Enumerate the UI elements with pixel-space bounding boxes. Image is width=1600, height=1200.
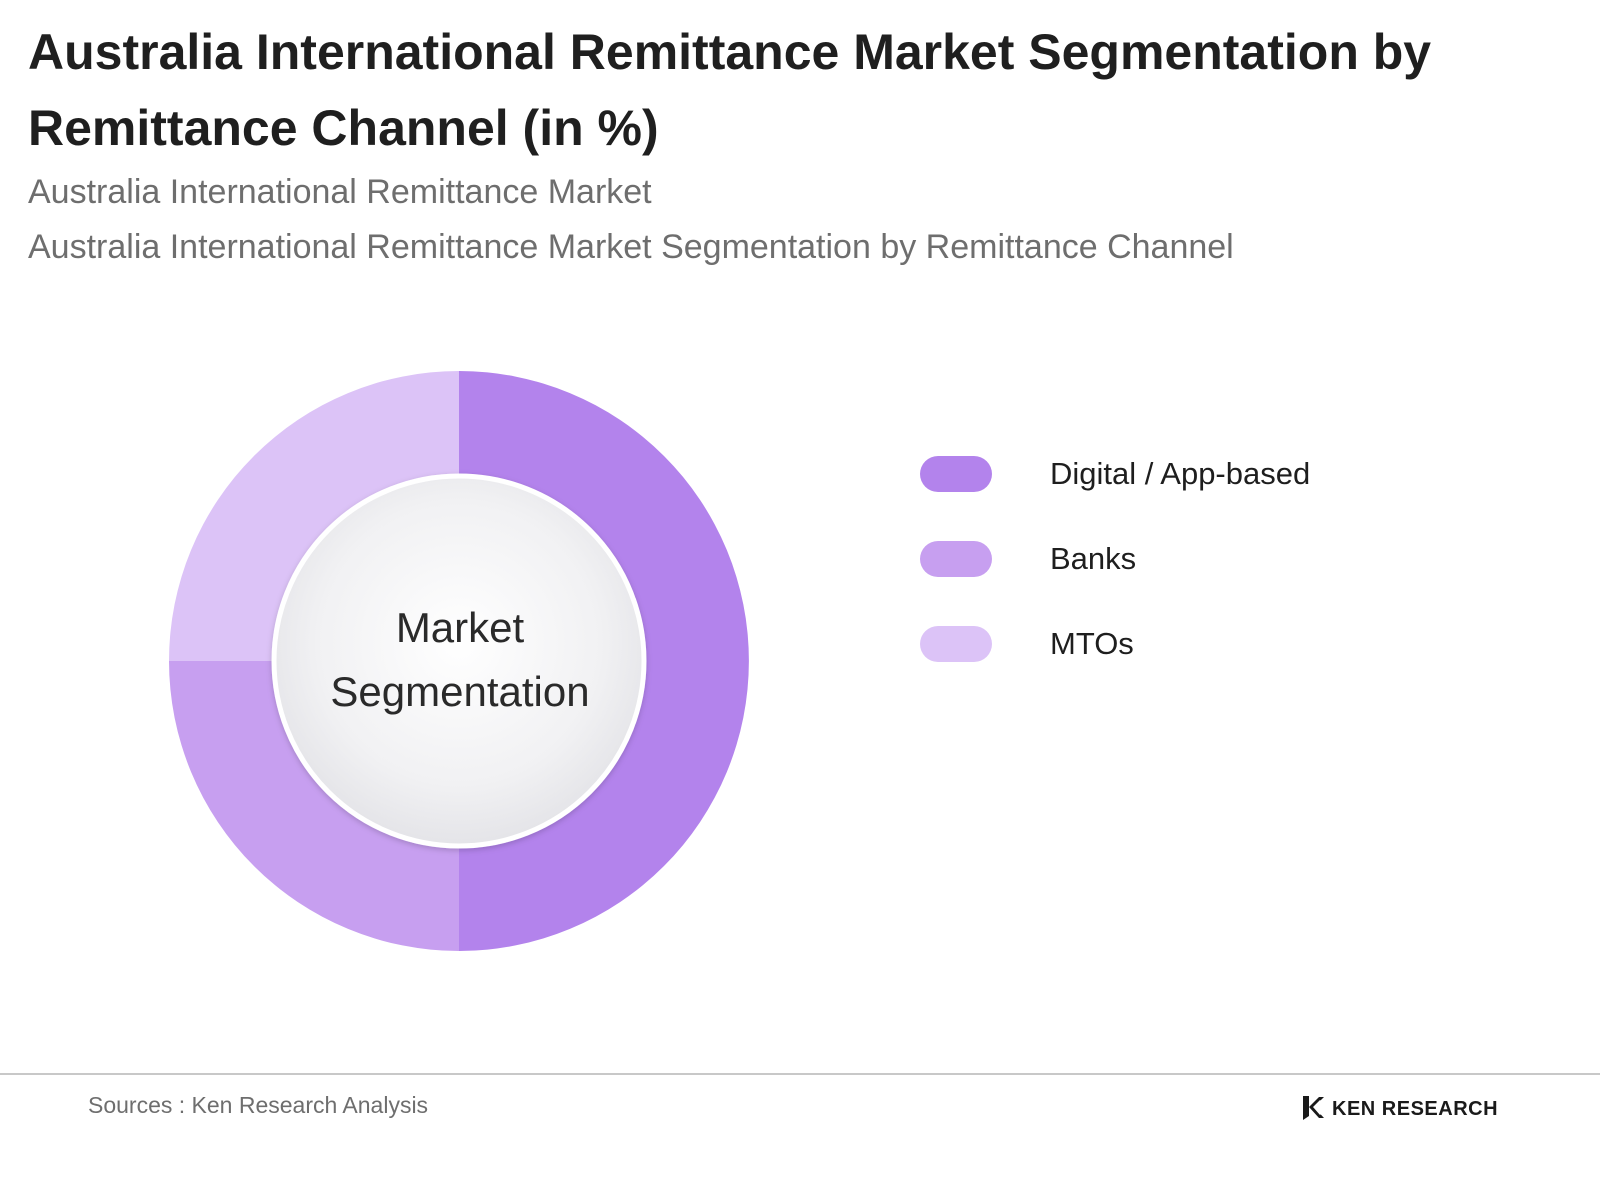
legend-item-digital-app-based: Digital / App-based <box>920 454 1520 494</box>
footer-divider <box>0 1073 1600 1075</box>
legend-swatch-banks <box>920 541 992 577</box>
legend-label-banks: Banks <box>1050 541 1137 576</box>
chart-title: Australia International Remittance Marke… <box>28 24 1432 156</box>
legend-swatch-digital-app-based <box>920 456 992 492</box>
donut-center-disc <box>271 473 647 849</box>
center-label-line-2: Segmentation <box>330 668 590 715</box>
chart-subtitle-segmentation: Australia International Remittance Marke… <box>28 228 1234 266</box>
donut-slice-digital-app-based <box>459 371 749 951</box>
donut-slice-banks <box>169 661 459 951</box>
legend-label-mtos: MTOs <box>1050 626 1134 661</box>
sources-note: Sources : Ken Research Analysis <box>88 1092 429 1118</box>
legend-label-digital-app-based: Digital / App-based <box>1050 456 1311 491</box>
ken-research-logo-icon <box>1303 1096 1324 1120</box>
donut-slices <box>169 371 749 951</box>
legend-item-mtos: MTOs <box>920 624 1520 664</box>
donut-center-label: Market Segmentation <box>290 596 630 724</box>
legend-item-banks: Banks <box>920 539 1520 579</box>
donut-chart <box>169 371 749 951</box>
legend-swatch-mtos <box>920 626 992 662</box>
center-label-line-1: Market <box>395 604 525 651</box>
brand-name: KEN RESEARCH <box>1332 1098 1499 1120</box>
donut-slice-mtos <box>169 371 459 661</box>
chart-subtitle-market: Australia International Remittance Marke… <box>28 173 652 211</box>
